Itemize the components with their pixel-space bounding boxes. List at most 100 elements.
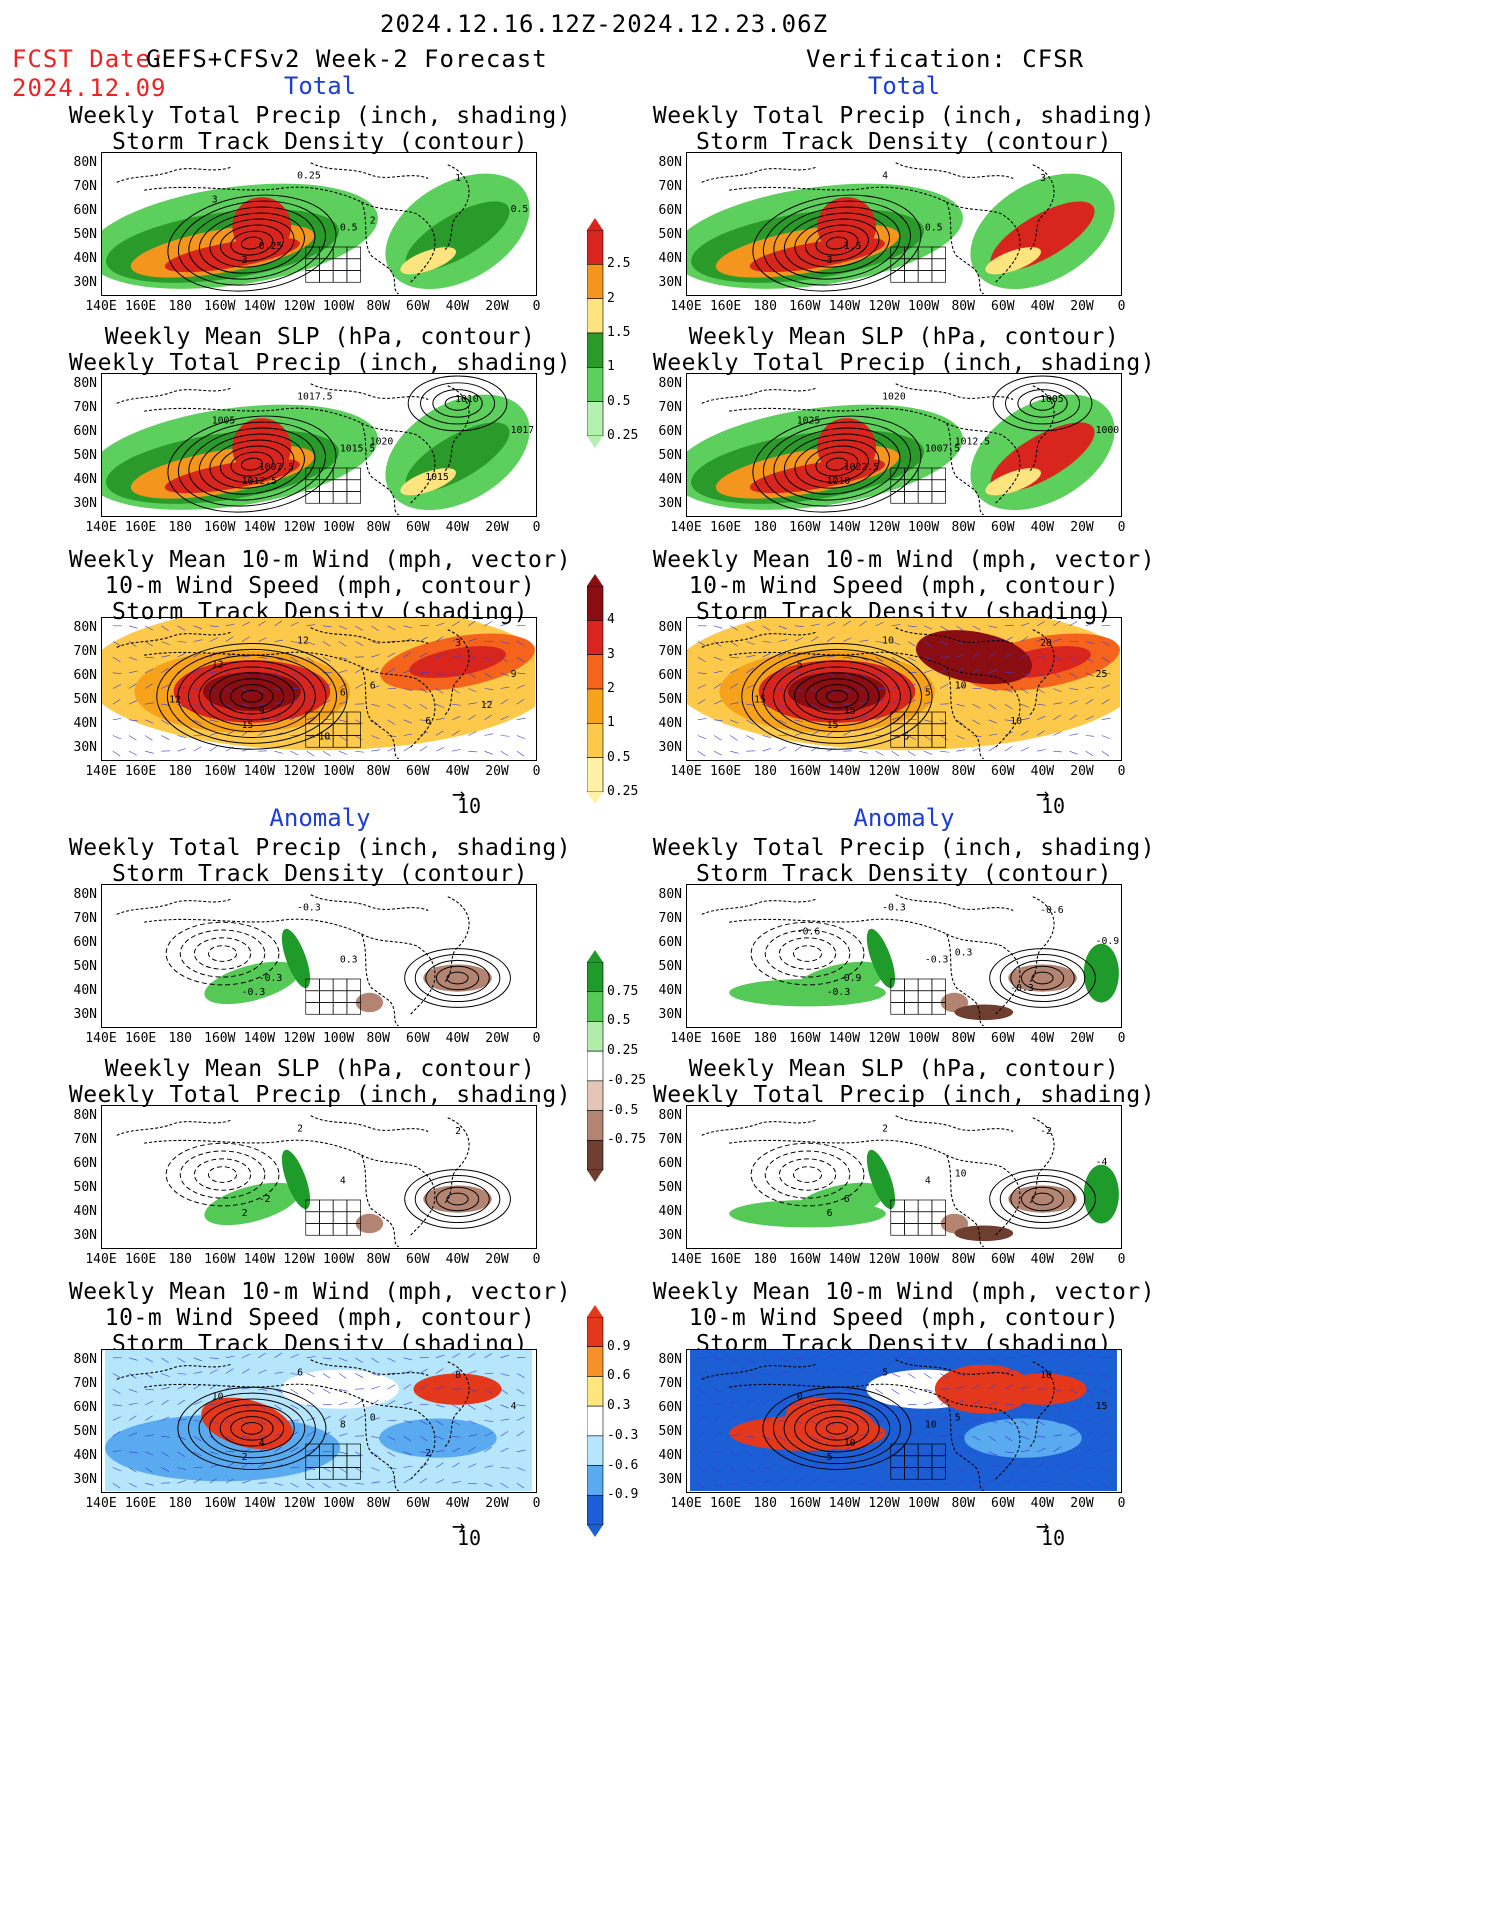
contour-line: [804, 445, 869, 483]
wind-vector: [778, 668, 787, 674]
colorbar-swatch: [587, 264, 604, 299]
wind-vector: [403, 638, 413, 642]
wind-vector: [161, 1357, 169, 1364]
wind-vector: [988, 1357, 998, 1361]
wind-vector: [826, 1353, 836, 1359]
lat-label: 30N: [658, 1007, 682, 1022]
wind-vector: [484, 700, 493, 705]
wind-vector: [128, 1451, 138, 1454]
wind-vector: [177, 735, 187, 738]
lon-label: 160W: [204, 299, 236, 314]
wind-vector: [145, 702, 154, 705]
wind-vector: [177, 1480, 186, 1484]
contour-label: 5: [882, 1367, 888, 1378]
wind-vector: [452, 1404, 461, 1410]
wind-vector: [209, 1357, 219, 1359]
vector-arrow-icon: →: [1036, 1514, 1050, 1539]
wind-vector: [225, 623, 235, 627]
wind-vector: [713, 656, 723, 661]
wind-vector: [778, 625, 788, 630]
colorbar-swatch: [587, 401, 604, 437]
date-range-title: 2024.12.16.12Z-2024.12.23.06Z: [380, 10, 829, 38]
wind-vector: [1020, 1462, 1029, 1468]
wind-vector: [193, 1371, 203, 1374]
wind-anom-contour: [772, 1392, 901, 1465]
contour-line: [794, 218, 880, 268]
wind-vector: [371, 749, 381, 752]
wind-vector: [435, 1354, 445, 1359]
wind-vector: [730, 1415, 738, 1421]
wind-vector: [810, 1355, 820, 1359]
wind-vector: [338, 719, 348, 723]
coastline: [895, 627, 1014, 644]
colorbar-swatch: [587, 1346, 604, 1377]
lon-label: 0: [532, 299, 541, 314]
wind-vector: [451, 730, 460, 736]
wind-vector: [1053, 750, 1063, 753]
wind-vector: [746, 1416, 755, 1421]
map-canvas: -0.3 -0.3 0.9 -0.3 -0.6 -0.9 0.3 -0.6 -0.3: [701, 894, 1119, 1026]
state-border: [917, 1199, 933, 1213]
wind-vector: [193, 1435, 202, 1442]
wind-vector: [940, 668, 948, 674]
wind-vector: [419, 1463, 428, 1468]
lat-label: 60N: [73, 1400, 97, 1415]
map-panel-p3: 1017.5 1015.5 1007.5 1012.5 1010 1017.5 1020 10…: [101, 373, 537, 517]
state-border: [332, 1211, 348, 1224]
colorbar-swatch: [587, 961, 604, 993]
wind-vector: [940, 1451, 949, 1457]
wind-vector: [355, 1482, 365, 1485]
anomaly-contour: [778, 937, 837, 970]
wind-vector: [1004, 1420, 1013, 1425]
wind-vector: [1020, 622, 1030, 627]
lon-label: 80W: [951, 764, 975, 779]
wind-vector: [161, 684, 170, 689]
wind-vector: [875, 1404, 884, 1410]
coastline: [729, 1139, 985, 1247]
wind-vector: [923, 1388, 933, 1392]
wind-anom-contour: [240, 1421, 263, 1435]
colorbar-swatch: [587, 229, 604, 265]
state-border: [346, 1467, 361, 1480]
wind-vector: [730, 1482, 739, 1486]
wind-vector: [730, 1434, 739, 1437]
colorbar-swatch: [587, 688, 604, 724]
wind-vector: [274, 620, 282, 627]
lon-label: 140W: [243, 1031, 276, 1046]
map-canvas: 2 4 -2 2 2: [116, 1115, 511, 1247]
state-border: [305, 1211, 320, 1224]
wind-vector: [697, 750, 706, 757]
contour-label: 4: [511, 1401, 517, 1412]
wind-vector: [484, 1482, 493, 1487]
lon-label: 60W: [991, 1031, 1015, 1046]
wind-vector: [843, 620, 851, 627]
wind-vector: [516, 717, 526, 721]
wind-vector: [843, 1369, 852, 1374]
contour-label: 5: [925, 688, 931, 699]
contour-label: 1007.5: [925, 444, 960, 455]
wind-vector: [241, 688, 250, 694]
lat-label: 70N: [73, 911, 97, 926]
lon-label: 120W: [283, 764, 315, 779]
wind-vector: [468, 1420, 477, 1425]
wind-vector: [940, 1400, 948, 1406]
wind-vector: [778, 1435, 787, 1442]
map-panel-p5: 12 6 9 15 3 9 6 12 6 12 18 12: [101, 617, 537, 761]
wind-vector: [1069, 656, 1078, 662]
wind-vector: [810, 746, 819, 752]
state-border: [332, 491, 348, 504]
wind-vector: [500, 656, 509, 663]
wind-vector: [112, 1388, 121, 1394]
precip-shading: [817, 418, 877, 477]
wind-vector: [891, 1448, 901, 1453]
wind-vector: [435, 672, 445, 676]
map-panel-p10: 2 4 6 6 -2 -4 10: [686, 1105, 1122, 1249]
wind-vector: [371, 1399, 379, 1406]
precip-anom-shading: [204, 961, 300, 1005]
lon-label: 160E: [709, 520, 742, 535]
coastline: [1028, 1361, 1055, 1449]
lat-label: 80N: [658, 376, 682, 391]
coastline: [310, 894, 429, 911]
wind-vector: [290, 1482, 299, 1488]
lon-label: 140E: [85, 1252, 117, 1267]
